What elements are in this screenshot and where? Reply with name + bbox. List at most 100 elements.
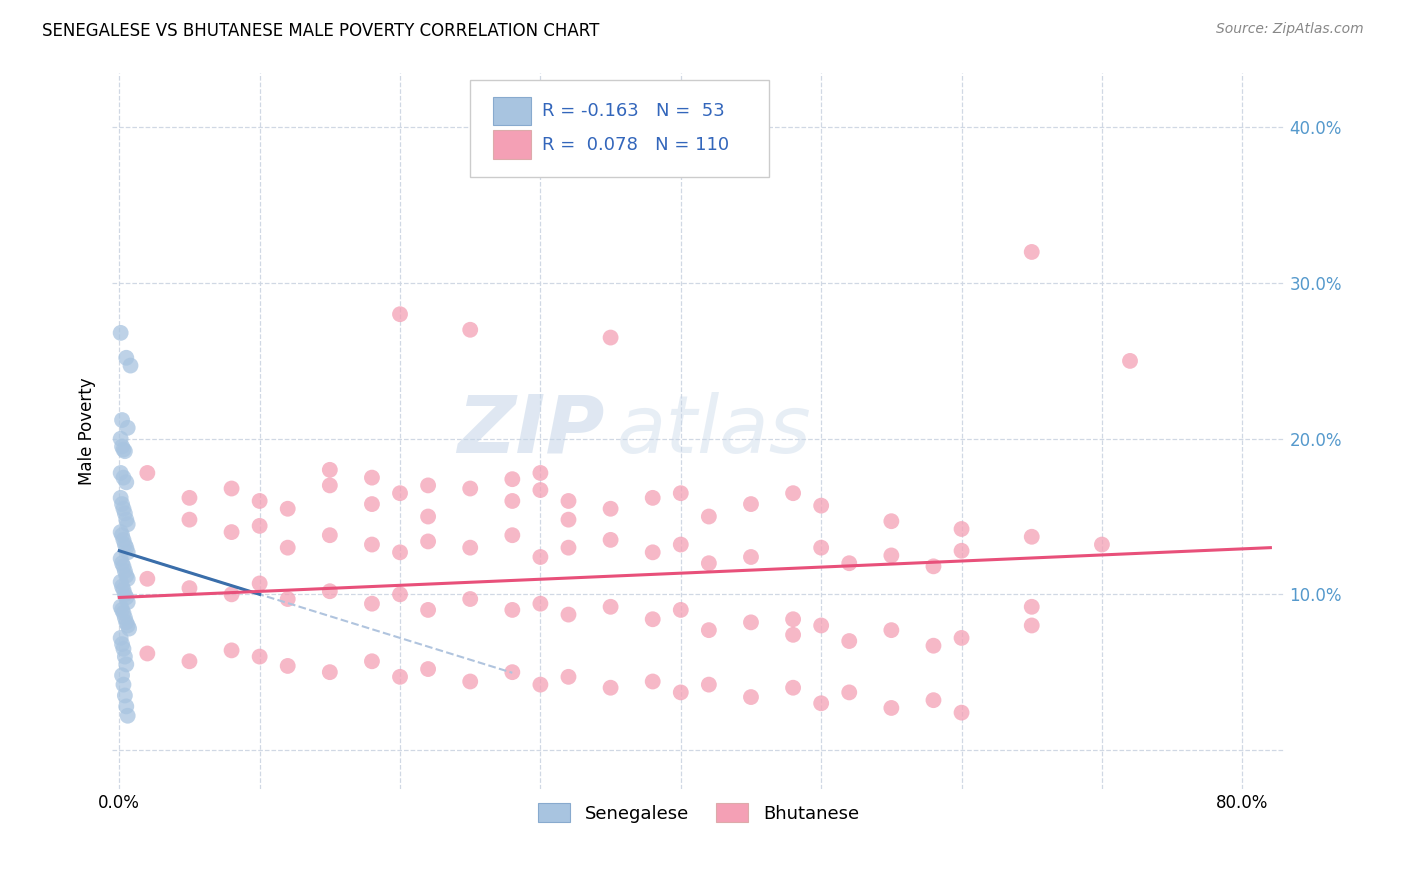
Point bbox=[950, 543, 973, 558]
Point bbox=[599, 599, 621, 614]
Point bbox=[112, 533, 135, 547]
Point bbox=[361, 470, 384, 484]
Point bbox=[115, 591, 138, 605]
Point bbox=[740, 615, 762, 630]
Text: SENEGALESE VS BHUTANESE MALE POVERTY CORRELATION CHART: SENEGALESE VS BHUTANESE MALE POVERTY COR… bbox=[42, 22, 599, 40]
Point bbox=[458, 592, 481, 607]
Point bbox=[838, 685, 860, 699]
Point bbox=[922, 693, 945, 707]
Point bbox=[557, 513, 579, 527]
Point bbox=[1091, 537, 1114, 551]
Point bbox=[115, 513, 138, 527]
Point bbox=[112, 501, 135, 516]
Point bbox=[111, 413, 134, 427]
Point bbox=[501, 494, 523, 508]
Point bbox=[136, 466, 159, 480]
Text: ZIP: ZIP bbox=[457, 392, 605, 470]
Point bbox=[501, 528, 523, 542]
Point bbox=[319, 584, 342, 599]
Point bbox=[501, 603, 523, 617]
Point bbox=[697, 623, 720, 637]
Point bbox=[697, 556, 720, 570]
Point bbox=[136, 647, 159, 661]
Point bbox=[117, 708, 139, 723]
Point bbox=[641, 674, 664, 689]
Point bbox=[599, 533, 621, 547]
Point bbox=[838, 556, 860, 570]
Point bbox=[111, 603, 134, 617]
Point bbox=[389, 670, 412, 684]
Point bbox=[111, 497, 134, 511]
Point bbox=[1021, 244, 1043, 259]
Point bbox=[221, 525, 243, 540]
Point bbox=[179, 654, 201, 668]
Point bbox=[114, 537, 136, 551]
Point bbox=[110, 491, 132, 505]
Point bbox=[557, 607, 579, 622]
Point bbox=[114, 649, 136, 664]
Point bbox=[117, 421, 139, 435]
Point bbox=[110, 551, 132, 566]
Point bbox=[117, 572, 139, 586]
Point bbox=[136, 572, 159, 586]
Point bbox=[115, 657, 138, 672]
Point bbox=[117, 618, 139, 632]
Point bbox=[361, 537, 384, 551]
Point bbox=[416, 662, 439, 676]
FancyBboxPatch shape bbox=[470, 80, 769, 177]
Point bbox=[319, 665, 342, 680]
Point bbox=[1021, 618, 1043, 632]
Point bbox=[501, 472, 523, 486]
Text: atlas: atlas bbox=[616, 392, 811, 470]
Point bbox=[458, 541, 481, 555]
Point bbox=[641, 545, 664, 559]
Point bbox=[111, 440, 134, 454]
Point bbox=[501, 665, 523, 680]
Point bbox=[249, 519, 271, 533]
Point bbox=[179, 581, 201, 595]
Point bbox=[110, 599, 132, 614]
Point bbox=[277, 659, 299, 673]
Point bbox=[416, 478, 439, 492]
Point bbox=[115, 475, 138, 490]
Point bbox=[117, 595, 139, 609]
Point bbox=[782, 612, 804, 626]
Point bbox=[782, 628, 804, 642]
Point bbox=[557, 670, 579, 684]
Point bbox=[810, 618, 832, 632]
Point bbox=[115, 351, 138, 365]
Point bbox=[112, 470, 135, 484]
Point bbox=[221, 482, 243, 496]
Point bbox=[319, 463, 342, 477]
Point bbox=[114, 564, 136, 578]
Text: R = -0.163   N =  53: R = -0.163 N = 53 bbox=[543, 102, 725, 120]
Legend: Senegalese, Bhutanese: Senegalese, Bhutanese bbox=[530, 797, 866, 830]
Point bbox=[1021, 599, 1043, 614]
Point bbox=[599, 501, 621, 516]
Point bbox=[880, 623, 903, 637]
Point bbox=[810, 696, 832, 710]
Point bbox=[179, 491, 201, 505]
Point bbox=[221, 587, 243, 601]
Point bbox=[416, 534, 439, 549]
Point bbox=[111, 556, 134, 570]
Point bbox=[277, 501, 299, 516]
Point bbox=[389, 307, 412, 321]
Point bbox=[110, 466, 132, 480]
Point bbox=[389, 545, 412, 559]
Point bbox=[114, 587, 136, 601]
Point bbox=[249, 576, 271, 591]
Point bbox=[110, 631, 132, 645]
Bar bbox=[494, 96, 530, 125]
Point bbox=[697, 509, 720, 524]
Point bbox=[599, 330, 621, 344]
Point bbox=[110, 525, 132, 540]
Point bbox=[111, 668, 134, 682]
Point bbox=[277, 592, 299, 607]
Point bbox=[221, 643, 243, 657]
Point bbox=[880, 514, 903, 528]
Point bbox=[458, 674, 481, 689]
Point bbox=[880, 701, 903, 715]
Point bbox=[115, 568, 138, 582]
Point bbox=[115, 615, 138, 630]
